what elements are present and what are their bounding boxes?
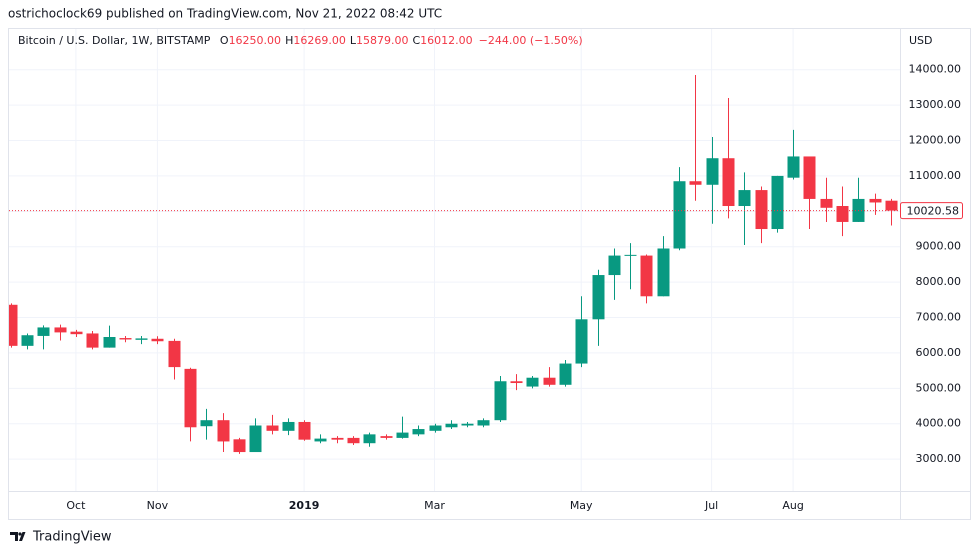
x-tick-label: Aug	[782, 499, 803, 512]
footer-brand: TradingView	[32, 530, 112, 545]
logo-icon	[10, 532, 26, 541]
y-tick-label: 13000.00	[909, 98, 962, 111]
currency-label: USD	[909, 34, 933, 47]
candle-body	[657, 248, 670, 297]
y-tick-label: 4000.00	[916, 417, 962, 430]
candle-body	[869, 198, 882, 203]
candle-body	[592, 275, 605, 320]
candle-body	[755, 190, 768, 230]
candle-body	[200, 420, 213, 427]
logo-dot	[18, 532, 22, 536]
candle-body	[543, 377, 556, 385]
x-tick-label: 2019	[289, 499, 320, 512]
y-tick-label: 14000.00	[909, 63, 962, 76]
legend: Bitcoin / U.S. Dollar, 1W, BITSTAMP O162…	[18, 34, 583, 47]
x-tick-label: May	[570, 499, 593, 512]
legend-symbol: Bitcoin / U.S. Dollar, 1W, BITSTAMP	[18, 34, 211, 47]
candle-body	[37, 327, 50, 336]
plot-area	[9, 29, 900, 491]
candle-body	[135, 338, 148, 340]
legend-value: 16012.00	[420, 34, 473, 47]
candle-body	[510, 381, 523, 384]
candle-body	[429, 425, 442, 431]
candle-body	[363, 434, 376, 444]
y-tick-label: 11000.00	[909, 169, 962, 182]
x-tick-label: Nov	[147, 499, 169, 512]
candle-body	[9, 304, 18, 346]
legend-value: 16250.00	[229, 34, 282, 47]
candle-body	[249, 425, 262, 453]
candle-body	[168, 340, 181, 368]
last-price-tag	[900, 202, 963, 220]
candle-body	[233, 439, 246, 453]
legend-key: H	[285, 34, 293, 47]
candle-body	[559, 363, 572, 385]
candle-body	[70, 331, 83, 335]
candle-body	[298, 421, 311, 440]
candle-body	[119, 338, 132, 340]
y-tick-label: 8000.00	[916, 275, 962, 288]
candle-body	[836, 206, 849, 222]
candle-body	[608, 255, 621, 276]
y-tick-label: 9000.00	[916, 240, 962, 253]
candle-body	[396, 432, 409, 438]
legend-key: L	[350, 34, 357, 47]
candle-body	[689, 181, 702, 185]
candle-body	[477, 420, 490, 426]
legend-key: O	[220, 34, 229, 47]
y-tick-label: 3000.00	[916, 452, 962, 465]
candle-body	[282, 421, 295, 431]
candle-body	[184, 368, 197, 428]
candle-body	[722, 158, 735, 207]
candle-body	[706, 158, 719, 185]
legend-value: 15879.00	[356, 34, 409, 47]
candle-body	[314, 438, 327, 442]
publish-header: ostrichoclock69 published on TradingView…	[8, 7, 442, 21]
candle-body	[86, 333, 99, 348]
candle-body	[624, 254, 637, 256]
candle-body	[151, 338, 164, 342]
candle-body	[738, 190, 751, 207]
candle-body	[331, 437, 344, 440]
candle-body	[673, 181, 686, 249]
candle-body	[21, 335, 34, 346]
x-tick-label: Oct	[66, 499, 86, 512]
candle-body	[526, 377, 539, 387]
candle-body	[461, 423, 474, 426]
candle-body	[803, 156, 816, 199]
y-tick-label: 12000.00	[909, 134, 962, 147]
y-tick-label: 6000.00	[916, 346, 962, 359]
candle-body	[445, 423, 458, 428]
candle-body	[266, 425, 279, 431]
candle-body	[380, 436, 393, 438]
candle-body	[412, 429, 425, 435]
tv-logo	[10, 532, 26, 541]
candle-body	[217, 420, 230, 442]
legend-value: 16269.00	[293, 34, 346, 47]
chart-frame	[8, 28, 971, 520]
candle-body	[885, 200, 898, 211]
candle-body	[575, 319, 588, 364]
x-tick-label: Jul	[704, 499, 718, 512]
legend-change: −244.00 (−1.50%)	[479, 34, 583, 47]
candle-body	[54, 327, 67, 333]
candle-body	[103, 337, 116, 348]
candle-body	[347, 437, 360, 444]
y-tick-label: 5000.00	[916, 381, 962, 394]
candle-body	[494, 381, 507, 421]
y-tick-label: 7000.00	[916, 311, 962, 324]
candle-body	[771, 175, 784, 230]
candle-body	[787, 156, 800, 178]
candle-body	[640, 255, 653, 297]
last-price-label: 10020.58	[907, 205, 960, 218]
x-tick-label: Mar	[424, 499, 445, 512]
candle-body	[820, 198, 833, 208]
legend-key: C	[412, 34, 420, 47]
